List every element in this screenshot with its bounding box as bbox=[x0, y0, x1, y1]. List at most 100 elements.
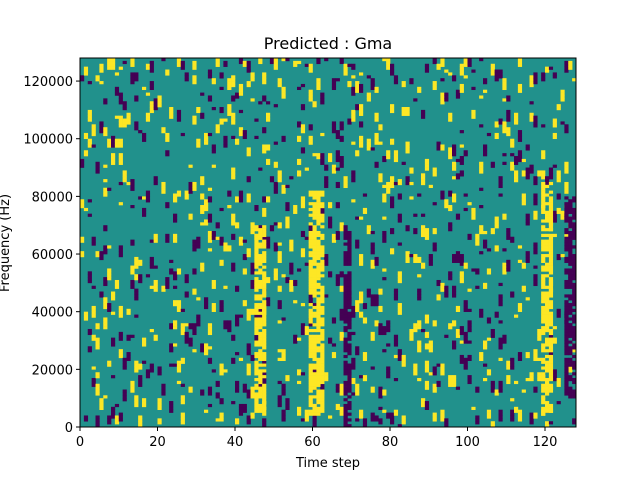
heatmap-cell bbox=[529, 415, 534, 419]
heatmap-cell bbox=[200, 196, 205, 200]
heatmap-cell bbox=[118, 245, 123, 249]
heatmap-cell bbox=[184, 337, 189, 341]
heatmap-cell bbox=[262, 331, 267, 336]
heatmap-cell bbox=[339, 314, 344, 318]
heatmap-cell bbox=[173, 363, 178, 367]
heatmap-cell bbox=[432, 386, 437, 390]
heatmap-cell bbox=[572, 225, 577, 229]
heatmap-cell bbox=[428, 372, 433, 376]
heatmap-cell bbox=[111, 156, 116, 160]
heatmap-cell bbox=[273, 141, 278, 145]
heatmap-cell bbox=[444, 421, 449, 425]
heatmap-cell bbox=[417, 288, 422, 292]
heatmap-cell bbox=[506, 130, 511, 134]
heatmap-cell bbox=[390, 412, 395, 416]
heatmap-cell bbox=[494, 72, 499, 76]
heatmap-cell bbox=[498, 297, 503, 301]
heatmap-cell bbox=[514, 179, 519, 183]
heatmap-cell bbox=[111, 144, 116, 148]
heatmap-cell bbox=[207, 98, 213, 102]
heatmap-cell bbox=[459, 277, 464, 281]
heatmap-cell bbox=[343, 300, 348, 304]
heatmap-cell bbox=[432, 81, 437, 85]
heatmap-cell bbox=[192, 331, 197, 336]
heatmap-cell bbox=[316, 156, 321, 160]
heatmap-cell bbox=[417, 291, 422, 295]
heatmap-cell bbox=[304, 328, 309, 333]
heatmap-cell bbox=[378, 421, 383, 425]
heatmap-cell bbox=[479, 164, 484, 168]
heatmap-cell bbox=[432, 369, 437, 373]
heatmap-cell bbox=[564, 245, 569, 249]
heatmap-cell bbox=[258, 357, 263, 361]
heatmap-cell bbox=[207, 230, 213, 235]
heatmap-cell bbox=[200, 222, 205, 226]
heatmap-cell bbox=[312, 205, 317, 209]
heatmap-cell bbox=[545, 213, 550, 217]
heatmap-cell bbox=[339, 121, 344, 125]
heatmap-cell bbox=[459, 279, 464, 284]
heatmap-cell bbox=[448, 225, 453, 229]
heatmap-cell bbox=[192, 118, 197, 122]
heatmap-cell bbox=[277, 349, 282, 353]
heatmap-cell bbox=[281, 89, 286, 93]
heatmap-cell bbox=[506, 233, 511, 238]
heatmap-cell bbox=[254, 256, 259, 261]
heatmap-cell bbox=[545, 265, 550, 269]
heatmap-cell bbox=[254, 305, 259, 310]
heatmap-cell bbox=[529, 81, 534, 85]
heatmap-cell bbox=[246, 363, 251, 367]
heatmap-cell bbox=[238, 196, 244, 200]
heatmap-cell bbox=[572, 372, 577, 376]
heatmap-cell bbox=[107, 274, 112, 278]
heatmap-cell bbox=[324, 58, 329, 62]
heatmap-cell bbox=[568, 386, 573, 390]
heatmap-cell bbox=[231, 83, 236, 88]
heatmap-cell bbox=[533, 75, 538, 79]
heatmap-cell bbox=[548, 279, 554, 284]
heatmap-cell bbox=[339, 331, 344, 336]
heatmap-cell bbox=[351, 392, 356, 396]
heatmap-cell bbox=[347, 386, 352, 390]
heatmap-cell bbox=[231, 167, 236, 171]
heatmap-cell bbox=[556, 176, 561, 180]
heatmap-cell bbox=[281, 352, 286, 356]
heatmap-cell bbox=[335, 406, 340, 410]
heatmap-cell bbox=[169, 107, 174, 111]
heatmap-cell bbox=[498, 320, 503, 324]
heatmap-cell bbox=[165, 233, 170, 238]
heatmap-cell bbox=[440, 366, 445, 370]
heatmap-cell bbox=[541, 317, 546, 321]
heatmap-cell bbox=[149, 83, 154, 88]
heatmap-cell bbox=[541, 205, 546, 209]
heatmap-cell bbox=[455, 89, 461, 93]
heatmap-cell bbox=[405, 254, 410, 258]
heatmap-cell bbox=[339, 164, 344, 168]
heatmap-cell bbox=[335, 230, 340, 235]
heatmap-cell bbox=[541, 78, 546, 82]
heatmap-cell bbox=[134, 395, 139, 399]
heatmap-cell bbox=[471, 210, 476, 214]
heatmap-cell bbox=[114, 144, 120, 148]
heatmap-cell bbox=[184, 193, 189, 197]
heatmap-cell bbox=[545, 202, 550, 206]
heatmap-cell bbox=[545, 254, 550, 258]
heatmap-cell bbox=[366, 294, 371, 298]
heatmap-cell bbox=[343, 398, 348, 402]
heatmap-cell bbox=[374, 323, 379, 327]
heatmap-cell bbox=[114, 92, 120, 96]
heatmap-cell bbox=[316, 363, 321, 367]
heatmap-cell bbox=[142, 138, 147, 142]
heatmap-cell bbox=[541, 409, 546, 413]
heatmap-cell bbox=[390, 230, 395, 235]
heatmap-cell bbox=[196, 236, 201, 240]
heatmap-cell bbox=[448, 375, 453, 379]
heatmap-cell bbox=[552, 216, 557, 220]
heatmap-cell bbox=[521, 196, 526, 200]
heatmap-cell bbox=[483, 78, 488, 82]
heatmap-cell bbox=[548, 354, 554, 359]
heatmap-cell bbox=[142, 86, 147, 91]
heatmap-cell bbox=[475, 268, 480, 272]
heatmap-cell bbox=[568, 233, 573, 238]
heatmap-cell bbox=[173, 196, 178, 200]
